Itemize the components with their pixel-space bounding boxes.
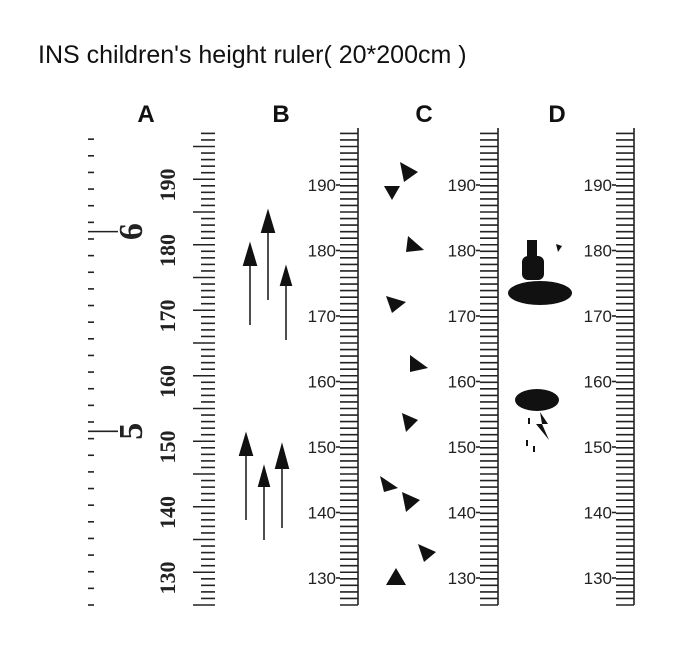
cm-label: 130	[448, 569, 476, 588]
cm-label: 170	[155, 300, 180, 333]
cm-label: 130	[308, 569, 336, 588]
cm-label: 150	[448, 438, 476, 457]
cm-label: 130	[155, 562, 180, 595]
foot-label: 6	[113, 223, 150, 240]
cm-label: 140	[308, 504, 336, 523]
cm-label: 140	[155, 496, 180, 529]
cm-label: 160	[448, 373, 476, 392]
cm-label: 170	[448, 307, 476, 326]
ruler-letter: A	[137, 101, 154, 128]
arrows-decoration	[238, 208, 293, 540]
cm-label: 190	[155, 169, 180, 202]
ruler-letter: D	[548, 101, 565, 128]
cm-label: 160	[584, 373, 612, 392]
ruler-letter: C	[415, 101, 432, 128]
cm-label: 150	[308, 438, 336, 457]
cm-label: 180	[448, 242, 476, 261]
triangles-decoration	[380, 162, 436, 585]
cm-label: 140	[448, 504, 476, 523]
cm-label: 180	[584, 242, 612, 261]
cm-label: 180	[308, 242, 336, 261]
cm-label: 160	[308, 373, 336, 392]
cm-label: 180	[155, 234, 180, 267]
cm-label: 150	[584, 438, 612, 457]
title: INS children's height ruler( 20*200cm )	[38, 41, 467, 69]
cm-label: 140	[584, 504, 612, 523]
cm-label: 130	[584, 569, 612, 588]
cm-label: 160	[155, 365, 180, 398]
cm-label: 190	[448, 176, 476, 195]
cm-label: 190	[584, 176, 612, 195]
cm-label: 150	[155, 431, 180, 464]
ruler-letter: B	[272, 101, 289, 128]
cm-label: 170	[308, 307, 336, 326]
foot-label: 5	[113, 423, 150, 440]
cm-label: 170	[584, 307, 612, 326]
icons-decoration	[508, 240, 572, 452]
cm-label: 190	[308, 176, 336, 195]
